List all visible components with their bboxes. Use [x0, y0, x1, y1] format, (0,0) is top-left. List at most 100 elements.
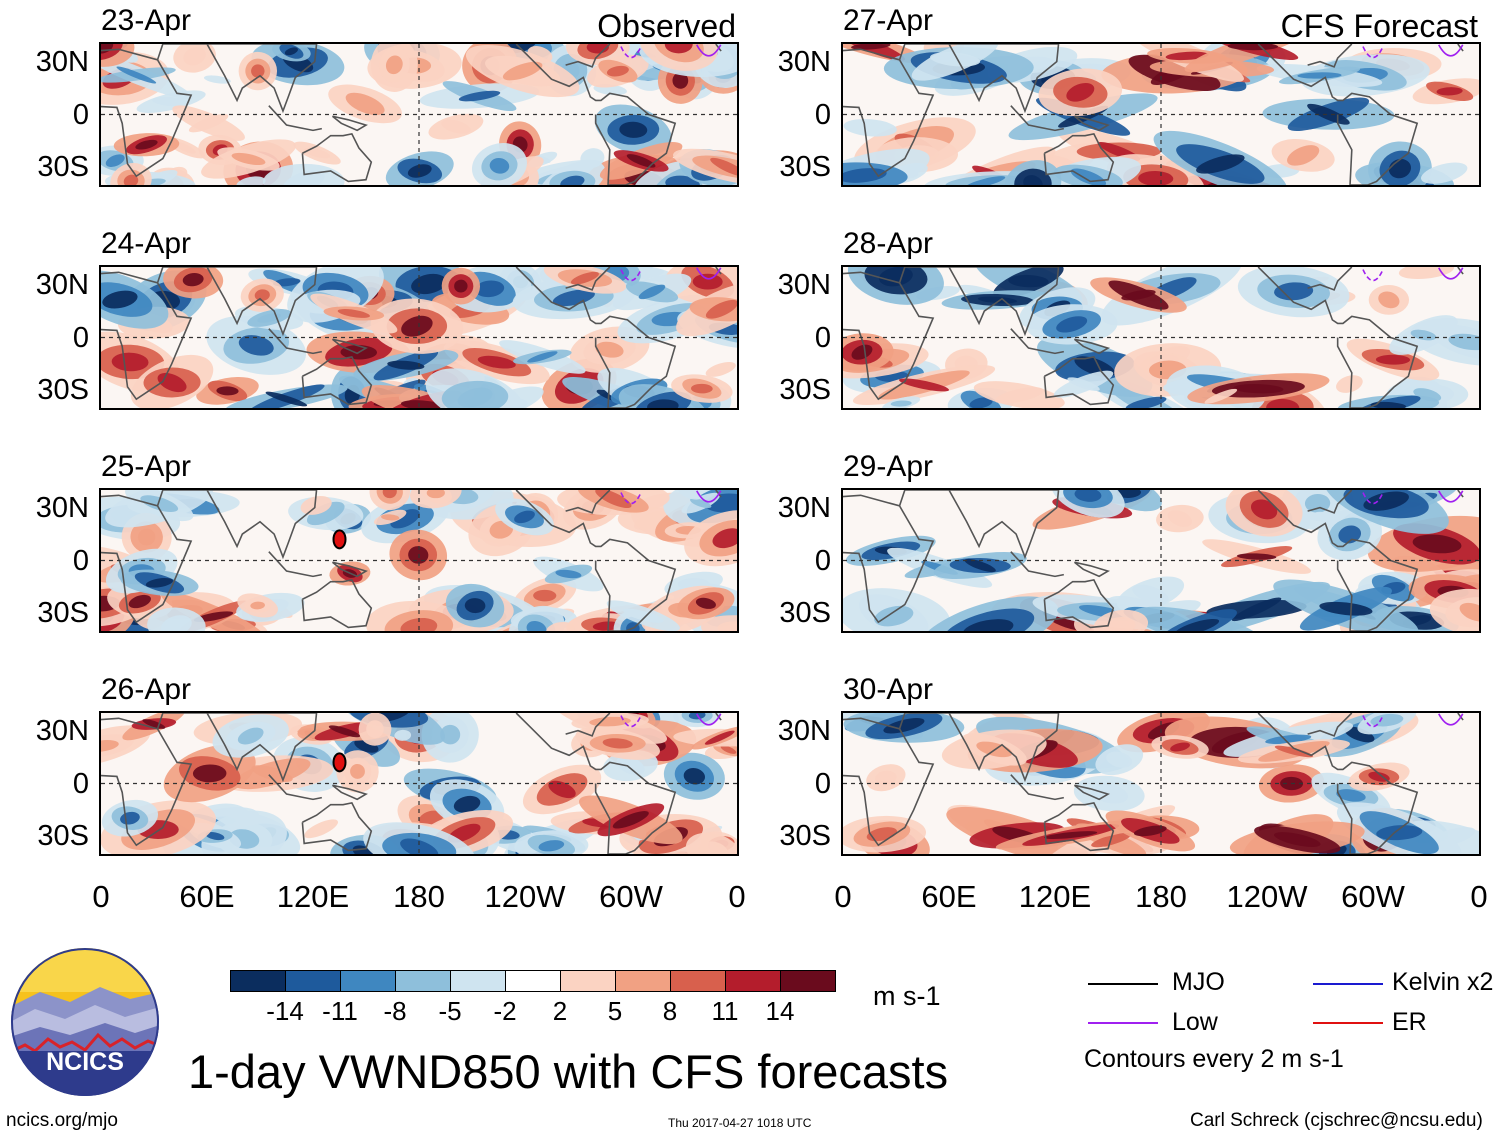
anomaly-contour: [453, 795, 481, 813]
anomaly-contour: [265, 391, 308, 407]
anomaly-contour: [407, 164, 432, 178]
anomaly-contour: [691, 383, 713, 394]
anomaly-contour: [526, 620, 547, 631]
x-tick-label: 120E: [1018, 879, 1092, 914]
anomaly-contour: [454, 279, 468, 293]
anomaly-contour: [720, 745, 737, 754]
x-tick-label: 0: [1470, 879, 1488, 914]
anomaly-contour: [712, 528, 737, 549]
anomaly-contour: [1319, 601, 1373, 616]
coastline: [1073, 115, 1110, 132]
anomaly-contour: [1376, 825, 1423, 841]
coastline: [565, 713, 611, 737]
anomaly-contour: [698, 841, 729, 854]
low-frequency-contour: [1438, 490, 1464, 503]
coastline: [898, 44, 1060, 114]
anomaly-contour: [1378, 291, 1400, 309]
legend-line-er: [1313, 1022, 1383, 1024]
observed-panel-3: [99, 488, 739, 633]
anomaly-contour: [969, 397, 993, 408]
anomaly-contour: [514, 510, 535, 524]
coastline: [1043, 355, 1115, 406]
forecast-panel-4: [841, 711, 1481, 856]
x-tick-label: 60E: [179, 879, 235, 914]
anomaly-contour: [1266, 398, 1300, 408]
low-frequency-contour: [1362, 715, 1384, 728]
anomaly-contour: [690, 498, 712, 509]
anomaly-contour: [879, 267, 913, 287]
panel-date-label: 29-Apr: [843, 450, 934, 483]
anomaly-contour: [337, 309, 370, 318]
coastline: [515, 713, 677, 854]
anomaly-contour: [638, 284, 666, 300]
anomaly-contour: [1265, 734, 1312, 744]
anomaly-contour: [440, 724, 461, 745]
anomaly-contour: [964, 558, 996, 573]
coastline: [1010, 328, 1064, 355]
anomaly-contour: [216, 386, 239, 396]
anomaly-contour: [717, 621, 737, 631]
colorbar-swatch: [340, 970, 396, 992]
anomaly-contour: [1448, 333, 1479, 351]
coastline: [301, 801, 373, 852]
y-tick-label: 30S: [37, 151, 89, 184]
anomaly-contour: [710, 157, 737, 177]
y-tick-label: 0: [814, 98, 831, 131]
anomaly-contour: [665, 175, 700, 185]
anomaly-contour: [137, 528, 156, 546]
coastline: [101, 494, 193, 624]
footer-url[interactable]: ncics.org/mjo: [6, 1110, 118, 1131]
vwnd850-field: [101, 44, 737, 185]
colorbar-tick-label: -11: [322, 996, 358, 1026]
anomaly-contour: [683, 768, 706, 785]
observed-panel-1: [99, 42, 739, 187]
anomaly-contour: [105, 154, 125, 167]
anomaly-contour: [1133, 825, 1167, 837]
mjo-contour: [332, 529, 347, 550]
x-tick-label: 0: [834, 879, 852, 914]
anomaly-contour: [1067, 377, 1100, 391]
coastline: [1010, 774, 1064, 801]
anomaly-contour: [705, 361, 736, 377]
anomaly-contour: [400, 400, 445, 408]
anomaly-contour: [1236, 553, 1277, 560]
coastline: [898, 713, 1060, 783]
anomaly-contour: [1336, 789, 1366, 802]
anomaly-contour: [441, 119, 471, 134]
ncics-logo: NCICS: [10, 947, 160, 1097]
panel-date-label: 28-Apr: [843, 227, 934, 260]
mjo-contour: [332, 752, 347, 773]
anomaly-contour: [477, 355, 516, 369]
coastline: [565, 44, 611, 68]
observed-title: Observed: [597, 8, 736, 44]
anomaly-contour: [193, 611, 234, 622]
colorbar-tick-label: -14: [266, 996, 304, 1026]
low-frequency-contour: [620, 46, 642, 59]
anomaly-contour: [1231, 597, 1282, 622]
coastline: [1073, 561, 1110, 578]
anomaly-contour: [1250, 499, 1278, 520]
anomaly-contour: [1421, 162, 1468, 184]
anomaly-contour: [560, 175, 585, 185]
y-tick-label: 30S: [37, 374, 89, 407]
coastline: [1257, 44, 1419, 185]
anomaly-contour: [1044, 831, 1098, 839]
anomaly-contour: [1106, 617, 1136, 631]
anomaly-contour: [930, 52, 981, 67]
y-tick-label: 30N: [777, 45, 831, 78]
forecast-panel-1: [841, 42, 1481, 187]
anomaly-contour: [964, 176, 1006, 185]
colorbar-tick-label: -2: [493, 996, 517, 1026]
low-frequency-contour: [1438, 713, 1464, 726]
anomaly-contour: [400, 838, 439, 854]
coastline: [1307, 44, 1353, 68]
contours-note: Contours every 2 m s-1: [1084, 1045, 1344, 1073]
coastline: [156, 44, 318, 114]
colorbar-swatch: [560, 970, 616, 992]
coastline: [268, 551, 322, 578]
anomaly-contour: [300, 495, 332, 515]
y-tick-label: 30N: [35, 491, 89, 524]
anomaly-contour: [1227, 44, 1279, 51]
coastline: [898, 267, 1060, 337]
anomaly-contour: [1398, 267, 1455, 280]
